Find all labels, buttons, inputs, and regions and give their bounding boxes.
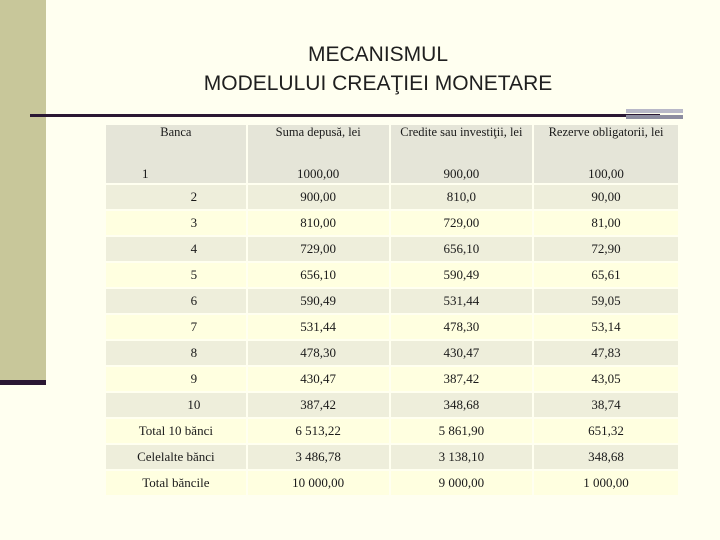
title-line-2: MODELULUI CREAŢIEI MONETARE [203, 72, 553, 95]
cell-deposit: 387,42 [247, 393, 389, 417]
cell-credits: 9 000,00 [390, 471, 533, 495]
table-row: Total 10 bănci 6 513,22 5 861,90 651,32 [106, 419, 678, 443]
cell-bank: 8 [106, 341, 246, 365]
title-divider [30, 114, 660, 117]
cell-reserves: 53,14 [534, 315, 678, 339]
table-row: 3 810,00 729,00 81,00 [106, 211, 678, 235]
cell-reserves: 43,05 [534, 367, 678, 391]
table-row: 8 478,30 430,47 47,83 [106, 341, 678, 365]
cell-reserves: 651,32 [534, 419, 678, 443]
cell-credits: 810,0 [390, 185, 533, 209]
header-label-credits: Credite sau investiţii, lei [400, 125, 523, 139]
cell-bank: 3 [106, 211, 246, 235]
first-row-credits: 900,00 [443, 166, 480, 181]
cell-reserves: 47,83 [534, 341, 678, 365]
cell-deposit: 3 486,78 [247, 445, 389, 469]
cell-deposit: 590,49 [247, 289, 389, 313]
cell-bank: Total 10 bănci [106, 419, 246, 443]
money-creation-table: Banca 1 Suma depusă, lei 1000,00 Credite… [104, 123, 680, 497]
title-divider-accent [626, 109, 683, 123]
cell-credits: 5 861,90 [390, 419, 533, 443]
cell-bank: 4 [106, 237, 246, 261]
cell-credits: 531,44 [390, 289, 533, 313]
cell-reserves: 1 000,00 [534, 471, 678, 495]
table-row: 10 387,42 348,68 38,74 [106, 393, 678, 417]
cell-credits: 656,10 [390, 237, 533, 261]
cell-bank: 7 [106, 315, 246, 339]
cell-bank: Celelalte bănci [106, 445, 246, 469]
cell-bank: 6 [106, 289, 246, 313]
first-row-deposit: 1000,00 [297, 166, 340, 181]
cell-reserves: 72,90 [534, 237, 678, 261]
cell-reserves: 90,00 [534, 185, 678, 209]
cell-deposit: 531,44 [247, 315, 389, 339]
header-cell-bank: Banca 1 [106, 125, 246, 183]
cell-bank: 10 [106, 393, 246, 417]
cell-bank: 5 [106, 263, 246, 287]
cell-reserves: 348,68 [534, 445, 678, 469]
header-cell-reserves: Rezerve obligatorii, lei 100,00 [534, 125, 678, 183]
cell-bank: Total băncile [106, 471, 246, 495]
cell-deposit: 10 000,00 [247, 471, 389, 495]
table-header-row: Banca 1 Suma depusă, lei 1000,00 Credite… [106, 125, 678, 183]
cell-deposit: 900,00 [247, 185, 389, 209]
left-decor-bar-base [0, 380, 46, 385]
cell-bank: 2 [106, 185, 246, 209]
cell-credits: 729,00 [390, 211, 533, 235]
header-label-reserves: Rezerve obligatorii, lei [548, 125, 664, 139]
cell-reserves: 65,61 [534, 263, 678, 287]
table-row: 4 729,00 656,10 72,90 [106, 237, 678, 261]
cell-credits: 3 138,10 [390, 445, 533, 469]
cell-credits: 430,47 [390, 341, 533, 365]
header-cell-credits: Credite sau investiţii, lei 900,00 [390, 125, 533, 183]
first-row-bank: 1 [142, 166, 149, 181]
slide-title: MECANISMUL MODELULUI CREAŢIEI MONETARE [60, 40, 696, 98]
cell-bank: 9 [106, 367, 246, 391]
title-line-1: MECANISMUL [307, 43, 449, 66]
header-label-deposit: Suma depusă, lei [275, 125, 361, 139]
table-row: 2 900,00 810,0 90,00 [106, 185, 678, 209]
cell-credits: 590,49 [390, 263, 533, 287]
cell-deposit: 6 513,22 [247, 419, 389, 443]
cell-credits: 478,30 [390, 315, 533, 339]
header-cell-deposit: Suma depusă, lei 1000,00 [247, 125, 389, 183]
table-row: Total băncile 10 000,00 9 000,00 1 000,00 [106, 471, 678, 495]
header-label-bank: Banca [160, 125, 192, 139]
cell-deposit: 656,10 [247, 263, 389, 287]
cell-deposit: 729,00 [247, 237, 389, 261]
first-row-reserves: 100,00 [588, 166, 624, 181]
cell-reserves: 81,00 [534, 211, 678, 235]
cell-credits: 387,42 [390, 367, 533, 391]
table-row: Celelalte bănci 3 486,78 3 138,10 348,68 [106, 445, 678, 469]
table-row: 5 656,10 590,49 65,61 [106, 263, 678, 287]
cell-credits: 348,68 [390, 393, 533, 417]
cell-deposit: 810,00 [247, 211, 389, 235]
cell-reserves: 38,74 [534, 393, 678, 417]
cell-deposit: 478,30 [247, 341, 389, 365]
table-row: 9 430,47 387,42 43,05 [106, 367, 678, 391]
table-row: 7 531,44 478,30 53,14 [106, 315, 678, 339]
left-decor-bar [0, 0, 46, 384]
cell-reserves: 59,05 [534, 289, 678, 313]
cell-deposit: 430,47 [247, 367, 389, 391]
table-row: 6 590,49 531,44 59,05 [106, 289, 678, 313]
